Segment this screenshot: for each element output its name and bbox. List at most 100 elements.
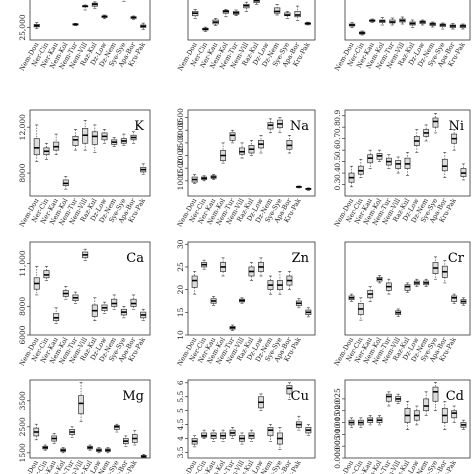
panel-label: Cd [446,389,464,404]
panel-top-2: Nem-DouNer-CinNer-KauNem-KolNem-TurNem-V… [333,0,471,72]
box-4 [385,278,392,295]
box-6 [91,124,98,153]
box-2 [210,174,217,180]
box-10 [286,134,293,154]
box-1 [357,417,364,428]
box-3 [60,447,66,454]
panel-label: Cr [448,251,465,266]
box-body [404,284,411,291]
y-tick-label: 2000 [176,146,185,165]
box-9 [114,423,120,433]
box-5 [395,393,402,404]
box-3 [220,257,227,277]
box-10 [286,382,293,400]
box-3 [220,429,227,442]
box-12 [460,297,467,306]
box-0 [192,8,199,19]
y-tick-label: 1500 [18,443,27,462]
y-tick-label: 6 [176,380,185,385]
box-3 [62,176,69,190]
box-10 [130,15,137,20]
box-3 [376,275,383,284]
boxes-group [191,257,312,331]
box-0 [348,293,355,302]
panel-ni: 0.30.40.50.60.70.80.9Nem-DouNer-CinNer-K… [333,110,471,228]
box-5 [82,248,89,261]
box-11 [131,430,138,446]
box-9 [276,271,283,295]
box-1 [357,159,364,178]
y-tick-label: 3000 [176,120,185,139]
y-tick-label: 0.020 [333,400,342,422]
boxes-group [33,382,147,458]
box-10 [123,435,129,447]
box-3 [220,142,227,164]
y-tick-label: 12,000 [18,114,27,140]
y-tick-label: 1500 [176,158,185,177]
box-body [273,7,281,14]
box-8 [111,137,118,147]
box-6 [248,429,255,442]
y-tick-label: 15 [176,307,185,317]
panel-top-1: Nem-DouNer-CinNer-KauNem-KolNem-TurNem-V… [176,0,316,72]
box-12 [305,187,312,191]
box-11 [451,129,458,151]
y-tick-label: 4.5 [176,418,185,430]
box-7 [101,129,108,144]
box-0 [33,124,40,162]
box-7 [413,405,420,426]
box-4 [72,291,79,304]
box-8 [267,424,274,442]
box-body [229,132,236,141]
box-1 [201,259,208,270]
boxes-group [348,256,467,321]
y-tick-label: 20 [176,285,185,295]
box-2 [210,296,217,306]
box-8 [267,275,274,295]
boxes-group [192,0,311,32]
panel-zn: 1015202530Nem-DouNer-CinNer-KauNem-KolNe… [176,239,316,367]
box-body [432,117,439,128]
box-5 [82,120,89,151]
panel-frame [29,0,151,41]
panel-k: 800012,000Nem-DouNer-CinNer-KauNem-KolNe… [18,109,151,228]
box-7 [413,129,420,153]
y-tick-label: 6000 [18,325,27,344]
box-12 [305,424,312,437]
box-5 [239,297,245,304]
box-9 [276,427,283,450]
y-tick-label: 25,000 [18,14,27,40]
box-0 [33,423,40,441]
box-6 [91,297,98,321]
box-8 [267,118,274,134]
box-body [385,393,392,402]
y-tick-label: 10 [176,330,185,340]
box-12 [305,307,312,318]
panel-cd: 0.0000.0050.0100.0150.0200.025Nem-DouNer… [333,379,471,474]
box-9 [432,256,439,280]
panel-frame [187,0,316,41]
box-1 [201,175,208,182]
panel-frame [344,241,471,336]
box-11 [451,293,458,304]
box-7 [258,257,264,277]
box-9 [284,11,291,19]
box-7 [258,134,264,154]
box-2 [367,286,374,302]
box-9 [432,113,439,134]
panel-label: Ni [448,119,464,134]
box-11 [295,415,302,431]
box-10 [130,131,137,144]
box-4 [385,154,392,169]
y-tick-label: 30 [176,239,185,249]
box-1 [201,429,208,439]
y-tick-label: 2500 [176,133,185,152]
y-tick-label: 0.3 [333,178,342,190]
box-6 [404,152,411,176]
box-4 [69,426,75,438]
box-2 [210,429,217,442]
box-4 [232,9,240,17]
box-0 [348,417,355,428]
box-12 [460,163,467,181]
box-2 [367,149,374,169]
